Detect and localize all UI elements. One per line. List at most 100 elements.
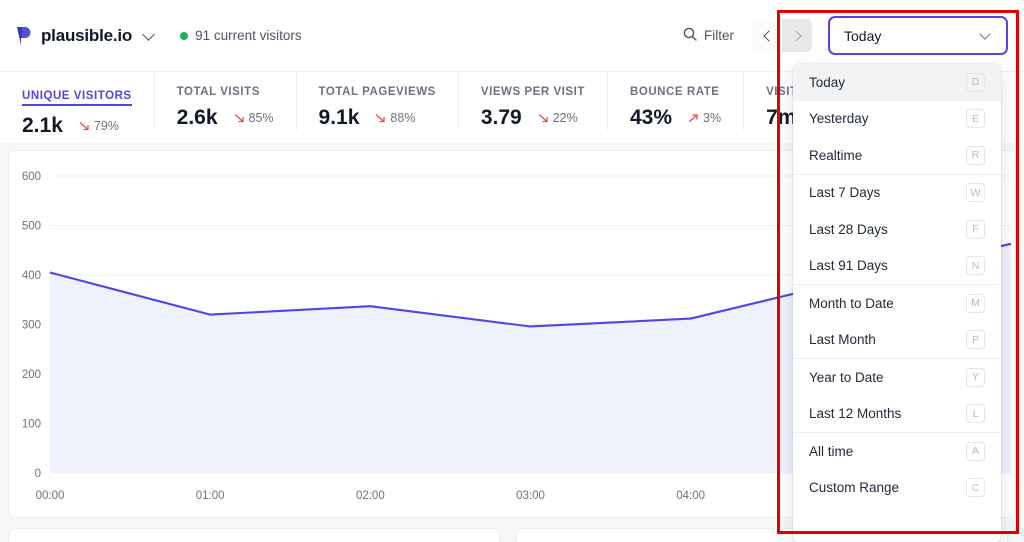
dropdown-item-label: Year to Date <box>809 369 884 385</box>
metric-label[interactable]: BOUNCE RATE <box>629 86 720 98</box>
dropdown-item-shortcut: N <box>966 256 985 276</box>
top-bar-controls: Filter Today <box>683 16 1008 55</box>
chevron-right-icon <box>789 29 802 42</box>
dropdown-item-today[interactable]: Today D <box>793 64 1001 101</box>
dropdown-item-month-to-date[interactable]: Month to Date M <box>793 285 1001 322</box>
trend-down-icon <box>538 112 550 124</box>
dropdown-item-shortcut: R <box>966 145 985 165</box>
dropdown-item-realtime[interactable]: Realtime R <box>793 137 1001 174</box>
y-axis-tick-label: 500 <box>22 221 41 233</box>
y-axis-tick-label: 0 <box>35 468 41 480</box>
filter-label: Filter <box>704 28 734 43</box>
y-axis-tick-label: 300 <box>22 320 41 332</box>
dropdown-item-label: Custom Range <box>809 480 900 496</box>
live-dot-icon <box>180 31 189 40</box>
dropdown-item-shortcut: Y <box>966 367 985 387</box>
site-name: plausible.io <box>41 25 133 45</box>
lower-panel-left <box>8 528 500 542</box>
dropdown-item-shortcut: C <box>966 478 985 498</box>
metric-value: 9.1k <box>318 106 360 129</box>
metric-label[interactable]: TOTAL VISITS <box>176 86 260 98</box>
filter-button[interactable]: Filter <box>683 27 734 44</box>
x-axis-tick-label: 00:00 <box>36 490 65 502</box>
dropdown-item-label: Last 91 Days <box>809 258 888 274</box>
prev-period-button[interactable] <box>752 19 782 52</box>
dropdown-item-label: All time <box>809 443 854 459</box>
dropdown-item-label: Realtime <box>809 147 863 163</box>
dropdown-item-shortcut: P <box>966 330 985 350</box>
period-dropdown-menu[interactable]: Today D Yesterday E Realtime R Last 7 Days W Las… <box>793 64 1001 542</box>
dropdown-group: All time A Custom Range C <box>793 432 1001 506</box>
metric-change: 85% <box>234 111 274 125</box>
current-visitors: 91 current visitors <box>180 28 302 43</box>
metric-label[interactable]: VIEWS PER VISIT <box>480 86 585 98</box>
dropdown-item-label: Yesterday <box>809 111 869 127</box>
dropdown-item-last-91-days[interactable]: Last 91 Days N <box>793 248 1001 285</box>
metric-value: 2.6k <box>176 106 218 129</box>
metric-views-per-visit[interactable]: VIEWS PER VISIT 3.79 22% <box>457 72 607 130</box>
dropdown-item-custom-range[interactable]: Custom Range C <box>793 470 1001 507</box>
metric-change: 79% <box>79 119 119 133</box>
trend-down-icon <box>234 112 246 124</box>
y-axis-tick-label: 200 <box>22 369 41 381</box>
chevron-down-icon[interactable] <box>143 29 156 42</box>
top-bar: plausible.io 91 current visitors Filter <box>0 0 1024 71</box>
metric-change: 88% <box>375 111 415 125</box>
x-axis-tick-label: 03:00 <box>516 490 545 502</box>
dropdown-group: Year to Date Y Last 12 Months L <box>793 358 1001 432</box>
trend-down-icon <box>375 112 387 124</box>
metric-value: 43% <box>629 106 672 129</box>
y-axis-tick-label: 600 <box>22 171 41 183</box>
dropdown-item-shortcut: W <box>966 183 985 203</box>
y-axis-tick-label: 100 <box>22 419 41 431</box>
period-selector-button[interactable]: Today <box>828 16 1008 55</box>
x-axis-tick-label: 04:00 <box>676 490 705 502</box>
dropdown-item-label: Month to Date <box>809 295 894 311</box>
metric-bounce-rate[interactable]: BOUNCE RATE 43% 3% <box>606 72 743 130</box>
dropdown-group: Today D Yesterday E Realtime R <box>793 64 1001 174</box>
metric-change-value: 85% <box>248 111 274 125</box>
dropdown-group: Month to Date M Last Month P <box>793 284 1001 358</box>
dropdown-item-shortcut: D <box>966 72 985 92</box>
next-period-button[interactable] <box>782 19 812 52</box>
metric-change-value: 3% <box>703 111 722 125</box>
plausible-logo-icon <box>14 25 33 47</box>
search-icon <box>683 27 704 44</box>
metric-change: 22% <box>538 111 578 125</box>
metric-label[interactable]: UNIQUE VISITORS <box>22 90 132 106</box>
y-axis-tick-label: 400 <box>22 270 41 282</box>
metric-change-value: 79% <box>93 119 119 133</box>
x-axis-tick-label: 01:00 <box>196 490 225 502</box>
dropdown-item-last-28-days[interactable]: Last 28 Days F <box>793 211 1001 248</box>
current-visitors-label: 91 current visitors <box>195 28 302 43</box>
metric-change: 3% <box>688 111 721 125</box>
dropdown-item-last-12-months[interactable]: Last 12 Months L <box>793 396 1001 433</box>
dropdown-item-label: Last 28 Days <box>809 221 888 237</box>
metric-total-pageviews[interactable]: TOTAL PAGEVIEWS 9.1k 88% <box>295 72 458 130</box>
dropdown-item-label: Last 7 Days <box>809 185 881 201</box>
dropdown-item-shortcut: E <box>966 109 985 129</box>
metric-value: 2.1k <box>22 114 63 137</box>
dropdown-item-label: Today <box>809 74 846 90</box>
dropdown-item-label: Last Month <box>809 332 876 348</box>
metric-unique-visitors[interactable]: UNIQUE VISITORS 2.1k 79% <box>0 72 154 138</box>
metric-total-visits[interactable]: TOTAL VISITS 2.6k 85% <box>153 72 296 130</box>
dropdown-item-shortcut: F <box>966 219 985 239</box>
period-nav-group <box>752 19 812 52</box>
dropdown-item-last-7-days[interactable]: Last 7 Days W <box>793 175 1001 212</box>
metric-change-value: 22% <box>552 111 578 125</box>
trend-down-icon <box>79 120 91 132</box>
site-switcher[interactable]: plausible.io <box>14 25 156 47</box>
dropdown-item-all-time[interactable]: All time A <box>793 433 1001 470</box>
metric-label[interactable]: TOTAL PAGEVIEWS <box>318 86 436 98</box>
dropdown-item-label: Last 12 Months <box>809 406 902 422</box>
dropdown-group: Last 7 Days W Last 28 Days F Last 91 Days N <box>793 173 1001 285</box>
dropdown-item-shortcut: A <box>966 441 985 461</box>
metric-change-value: 88% <box>390 111 416 125</box>
dropdown-item-yesterday[interactable]: Yesterday E <box>793 101 1001 138</box>
dropdown-item-year-to-date[interactable]: Year to Date Y <box>793 359 1001 396</box>
x-axis-tick-label: 02:00 <box>356 490 385 502</box>
dropdown-item-last-month[interactable]: Last Month P <box>793 322 1001 359</box>
dropdown-item-shortcut: L <box>966 404 985 424</box>
